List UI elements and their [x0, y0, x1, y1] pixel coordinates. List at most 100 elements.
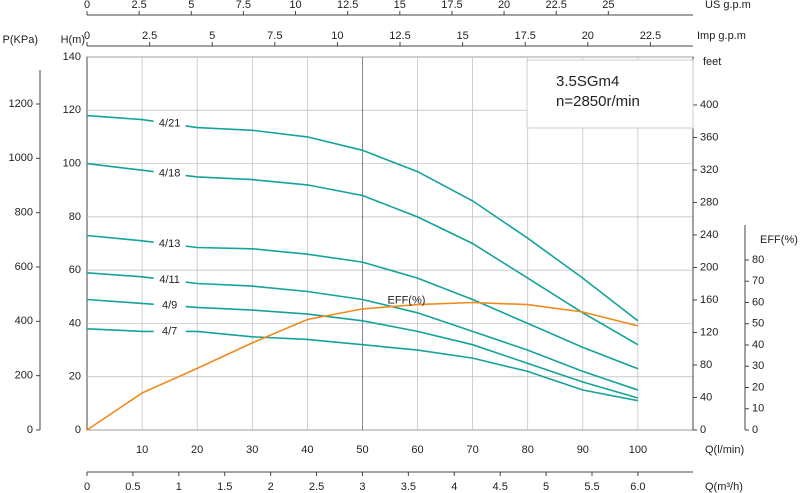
tick-label: 20 [752, 381, 764, 393]
tick-label: 80 [752, 254, 764, 266]
axis-label: US g.p.m [705, 0, 751, 11]
tick-label: 4.5 [493, 481, 508, 493]
x-tick-label: 100 [629, 444, 647, 456]
tick-label: 10 [289, 0, 301, 11]
tick-label: 5 [543, 481, 549, 493]
speed-text: n=2850r/min [556, 93, 640, 110]
tick-label: 2.5 [309, 481, 324, 493]
tick-label: 0 [84, 30, 90, 42]
curve [86, 301, 639, 431]
tick-label: 60 [752, 296, 764, 308]
axis-label: EFF(%) [760, 234, 798, 246]
series-label: 4/21 [159, 118, 180, 130]
y-tick-label: 60 [69, 264, 81, 276]
x-tick-label: 10 [136, 444, 148, 456]
y-tick-label: 40 [69, 317, 81, 329]
series-label: 4/9 [162, 299, 177, 311]
model-text: 3.5SGm4 [556, 73, 619, 90]
tick-label: 15 [456, 30, 468, 42]
tick-label: 2 [268, 481, 274, 493]
tick-label: 6.0 [630, 481, 645, 493]
tick-label: 80 [700, 359, 712, 371]
y-axis-label: H(m) [61, 34, 85, 46]
tick-label: 0 [84, 0, 90, 11]
label-bg [153, 166, 186, 181]
tick-label: 10 [752, 403, 764, 415]
x-axis-label: Q(l/min) [705, 444, 744, 456]
tick-label: 0 [752, 424, 758, 436]
tick-label: 25 [602, 0, 614, 11]
y-tick-label: 20 [69, 371, 81, 383]
axis-label: Q(m³/h) [705, 481, 743, 493]
y-tick-label: 80 [69, 211, 81, 223]
tick-label: 10 [331, 30, 343, 42]
tick-label: 0 [700, 424, 706, 436]
tick-label: 160 [700, 294, 718, 306]
tick-label: 4 [451, 481, 457, 493]
axis-label: feet [703, 56, 721, 68]
tick-label: 600 [15, 261, 33, 273]
tick-label: 17.5 [441, 0, 462, 11]
tick-label: 5.5 [584, 481, 599, 493]
tick-label: 50 [752, 318, 764, 330]
tick-label: 1200 [9, 98, 33, 110]
tick-label: 1000 [9, 152, 33, 164]
tick-label: 800 [15, 207, 33, 219]
tick-label: 120 [700, 326, 718, 338]
x-tick-label: 90 [577, 444, 589, 456]
tick-label: 7.5 [236, 0, 251, 11]
tick-label: 3 [359, 481, 365, 493]
tick-label: 2.5 [131, 0, 146, 11]
tick-label: 1 [176, 481, 182, 493]
label-bg [153, 273, 186, 288]
label-bg [153, 324, 186, 339]
series-label: 4/7 [162, 325, 177, 337]
y-tick-label: 0 [75, 424, 81, 436]
tick-label: 70 [752, 275, 764, 287]
tick-label: 200 [700, 261, 718, 273]
tick-label: 0 [27, 424, 33, 436]
series-label: 4/13 [159, 238, 180, 250]
x-tick-label: 20 [191, 444, 203, 456]
tick-label: 15 [394, 0, 406, 11]
series-label: EFF(%) [388, 295, 426, 307]
tick-label: 40 [752, 339, 764, 351]
y-tick-label: 140 [63, 51, 81, 63]
tick-label: 280 [700, 196, 718, 208]
tick-label: 0 [84, 481, 90, 493]
tick-label: 1.5 [217, 481, 232, 493]
x-tick-label: 80 [522, 444, 534, 456]
tick-label: 20 [498, 0, 510, 11]
model-box [526, 59, 694, 129]
tick-label: 7.5 [267, 30, 282, 42]
tick-label: 17.5 [515, 30, 536, 42]
tick-label: 5 [209, 30, 215, 42]
x-tick-label: 60 [411, 444, 423, 456]
tick-label: 3.5 [401, 481, 416, 493]
tick-label: 240 [700, 229, 718, 241]
x-tick-label: 50 [356, 444, 368, 456]
label-bg [153, 237, 186, 252]
y-tick-label: 120 [63, 104, 81, 116]
tick-label: 2.5 [142, 30, 157, 42]
axis-label: Imp g.p.m [697, 30, 746, 42]
tick-label: 0.5 [125, 481, 140, 493]
tick-label: 12.5 [389, 30, 410, 42]
tick-label: 22.5 [640, 30, 661, 42]
tick-label: 320 [700, 164, 718, 176]
tick-label: 200 [15, 370, 33, 382]
y-tick-label: 100 [63, 157, 81, 169]
tick-label: 360 [700, 131, 718, 143]
tick-label: 400 [700, 99, 718, 111]
x-tick-label: 70 [467, 444, 479, 456]
tick-label: 30 [752, 360, 764, 372]
tick-label: 5 [188, 0, 194, 11]
tick-label: 22.5 [545, 0, 566, 11]
tick-label: 12.5 [337, 0, 358, 11]
series-label: 4/18 [159, 167, 180, 179]
x-tick-label: 30 [246, 444, 258, 456]
tick-label: 400 [15, 315, 33, 327]
x-tick-label: 40 [301, 444, 313, 456]
